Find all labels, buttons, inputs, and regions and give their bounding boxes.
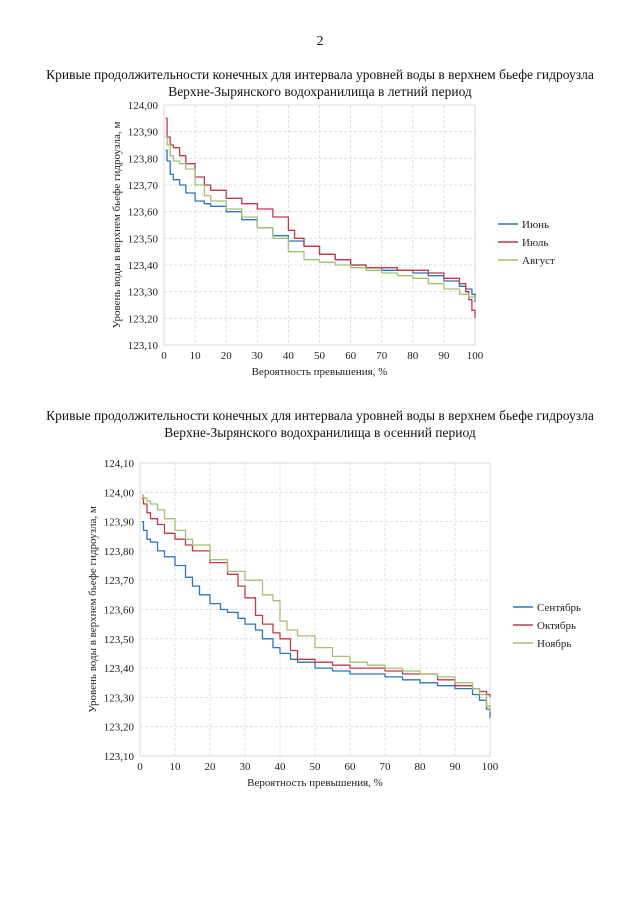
- x-tick-label: 100: [482, 761, 499, 773]
- legend-label: Сентябрь: [537, 602, 581, 614]
- y-tick-label: 123,50: [128, 233, 159, 245]
- x-tick-label: 70: [380, 761, 392, 773]
- y-tick-label: 123,20: [128, 313, 159, 325]
- y-tick-label: 123,80: [128, 153, 159, 165]
- legend-label: Август: [522, 255, 555, 267]
- chart-title-summer-line2: Верхне-Зырянского водохранилища в летний…: [168, 84, 472, 99]
- y-tick-label: 123,30: [128, 287, 159, 299]
- x-tick-label: 80: [415, 761, 427, 773]
- x-tick-label: 30: [240, 761, 252, 773]
- page-number: 2: [316, 34, 324, 49]
- x-tick-label: 80: [407, 350, 419, 362]
- y-tick-label: 123,70: [104, 575, 135, 587]
- autumn-level-chart: 0 10 20 30 40 50 60 70 80 90 100 123,10 123,20 123,30…: [87, 458, 581, 789]
- series-line-1: [141, 520, 491, 718]
- chart-title-autumn-line1: Кривые продолжительности конечных для ин…: [46, 408, 594, 423]
- chart-title-autumn: Кривые продолжительности конечных для ин…: [20, 407, 620, 441]
- x-tick-label: 20: [221, 350, 233, 362]
- x-axis-label: Вероятность превышения, %: [247, 777, 383, 789]
- y-tick-label: 123,10: [128, 340, 159, 352]
- x-axis-label: Вероятность превышения, %: [252, 366, 388, 378]
- x-tick-label: 60: [345, 761, 357, 773]
- chart-title-summer-line1: Кривые продолжительности конечных для ин…: [46, 67, 594, 82]
- y-tick-label: 123,50: [104, 634, 135, 646]
- y-tick-label: 123,60: [104, 605, 135, 617]
- x-tick-label: 100: [467, 350, 484, 362]
- legend-label: Июнь: [522, 219, 549, 231]
- y-tick-label: 123,40: [104, 663, 135, 675]
- chart-title-summer: Кривые продолжительности конечных для ин…: [20, 66, 620, 100]
- y-tick-label: 123,90: [128, 127, 159, 139]
- x-tick-label: 10: [170, 761, 182, 773]
- series-line-2: [141, 497, 491, 698]
- legend-label: Октябрь: [537, 620, 576, 632]
- x-tick-label: 40: [283, 350, 295, 362]
- x-tick-label: 70: [376, 350, 388, 362]
- y-tick-label: 123,10: [104, 751, 135, 763]
- chart-title-autumn-line2: Верхне-Зырянского водохранилища в осенни…: [164, 425, 476, 440]
- y-tick-label: 123,70: [128, 180, 159, 192]
- x-tick-label: 20: [205, 761, 217, 773]
- y-tick-label: 124,10: [104, 458, 135, 470]
- y-tick-label: 123,40: [128, 260, 159, 272]
- x-tick-label: 10: [190, 350, 202, 362]
- x-tick-label: 50: [314, 350, 326, 362]
- x-tick-label: 0: [161, 350, 167, 362]
- x-tick-label: 90: [438, 350, 450, 362]
- y-tick-label: 124,00: [128, 100, 159, 112]
- y-axis-label: Уровень воды в верхнем бьефе гидроузла, …: [87, 506, 99, 713]
- y-tick-label: 123,30: [104, 692, 135, 704]
- y-tick-label: 123,60: [128, 207, 159, 219]
- y-tick-label: 123,90: [104, 517, 135, 529]
- y-tick-label: 123,80: [104, 546, 135, 558]
- x-tick-label: 40: [275, 761, 287, 773]
- series-line-3: [141, 494, 491, 712]
- x-tick-label: 90: [450, 761, 462, 773]
- x-tick-label: 60: [345, 350, 357, 362]
- x-tick-label: 50: [310, 761, 322, 773]
- summer-level-chart: 0 10 20 30 40 50 60 70 80 90 100 123,10 123,20 123,30…: [111, 100, 555, 378]
- y-axis-label: Уровень воды в верхнем бьефе гидроузла, …: [111, 122, 123, 329]
- x-tick-label: 0: [137, 761, 143, 773]
- legend-label: Июль: [522, 237, 548, 249]
- series-line-2: [165, 117, 476, 319]
- y-tick-label: 123,20: [104, 722, 135, 734]
- x-tick-label: 30: [252, 350, 264, 362]
- y-tick-label: 124,00: [104, 487, 135, 499]
- legend-label: Ноябрь: [537, 638, 571, 650]
- series-line-3: [165, 136, 476, 300]
